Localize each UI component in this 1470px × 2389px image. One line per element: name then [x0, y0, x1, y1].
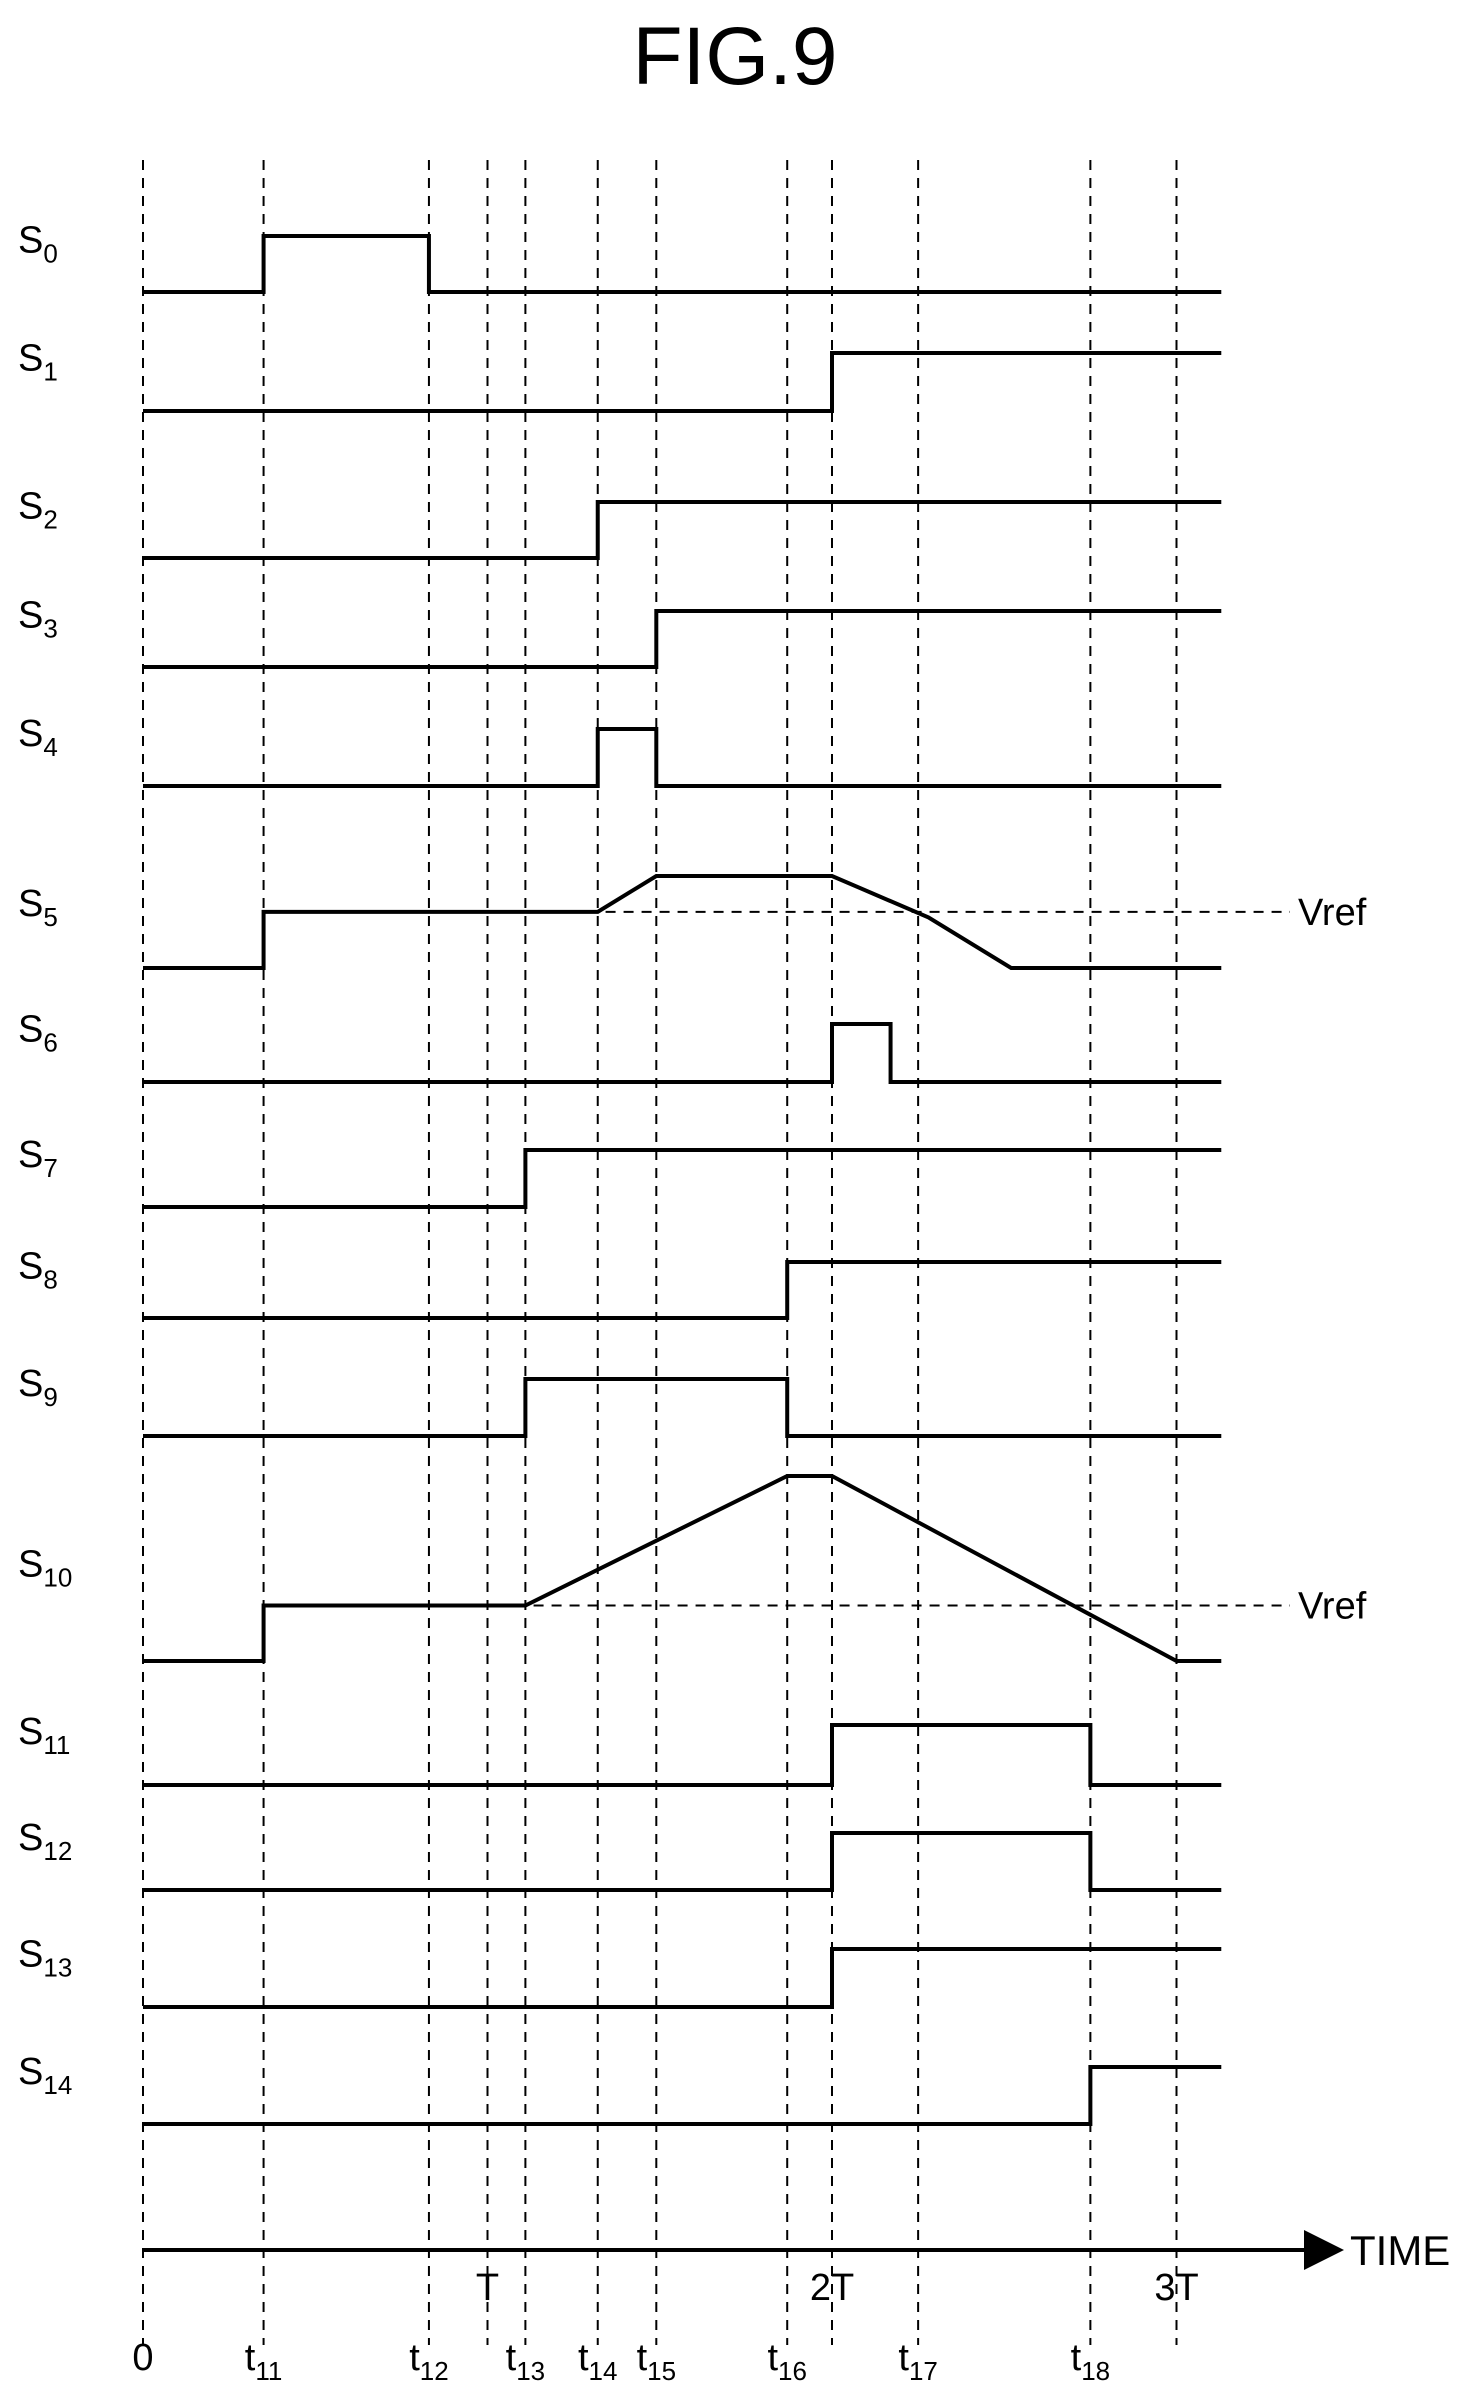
signal-label-s13: S13 [18, 1934, 72, 1983]
vref-label: Vref [1298, 1586, 1367, 1628]
signal-row-s7: S7 [18, 1134, 1222, 1209]
signal-label-s6: S6 [18, 1009, 58, 1058]
signal-label-s8: S8 [18, 1245, 58, 1294]
time-label-t11: t11 [245, 2337, 283, 2386]
signal-row-s13: S13 [18, 1934, 1222, 2009]
waveform-s3 [143, 609, 1222, 669]
signal-row-s4: S4 [18, 713, 1222, 788]
time-label-2T: 2T [810, 2267, 854, 2309]
waveform-s4 [143, 727, 1222, 788]
waveform-s12 [143, 1831, 1222, 1892]
signal-label-s4: S4 [18, 713, 58, 762]
time-label-t15: t15 [637, 2337, 676, 2386]
signal-row-s8: S8 [18, 1245, 1222, 1320]
waveform-s8 [143, 1260, 1222, 1320]
signal-row-s2: S2 [18, 485, 1222, 560]
waveform-s5 [143, 874, 1222, 970]
time-guide-lines [142, 160, 1178, 2345]
signal-row-s3: S3 [18, 594, 1222, 669]
signal-row-s6: S6 [18, 1009, 1222, 1084]
signal-label-s2: S2 [18, 485, 58, 534]
signal-label-s0: S0 [18, 219, 58, 268]
waveform-s0 [143, 234, 1222, 294]
signal-label-s1: S1 [18, 338, 58, 387]
signal-label-s10: S10 [18, 1543, 72, 1592]
figure-title: FIG.9 [632, 11, 838, 102]
waveform-s6 [143, 1022, 1222, 1084]
time-label-t13: t13 [506, 2337, 545, 2386]
signal-label-s11: S11 [18, 1711, 70, 1760]
time-label-T: T [476, 2267, 499, 2309]
waveform-s9 [143, 1377, 1222, 1438]
signal-label-s5: S5 [18, 883, 58, 932]
waveform-s1 [143, 351, 1222, 413]
signal-row-s0: S0 [18, 219, 1222, 294]
signal-row-s14: S14 [18, 2051, 1222, 2126]
time-label-t14: t14 [578, 2337, 617, 2386]
signal-row-s1: S1 [18, 338, 1222, 413]
waveform-s10 [143, 1474, 1222, 1663]
signal-row-s12: S12 [18, 1817, 1222, 1892]
signal-waveforms: S0 S1 S2 S3 S4 S5 Vref S6 S7 S8 S9 S10 Vref S11 S12 S13… [18, 219, 1367, 2126]
signal-label-s7: S7 [18, 1134, 58, 1183]
waveform-s14 [143, 2065, 1222, 2126]
signal-label-s9: S9 [18, 1363, 58, 1412]
signal-label-s12: S12 [18, 1817, 72, 1866]
waveform-s13 [143, 1947, 1222, 2009]
time-label-t18: t18 [1071, 2337, 1110, 2386]
signal-row-s9: S9 [18, 1363, 1222, 1438]
time-axis-label: TIME [1350, 2227, 1450, 2274]
signal-row-s10: S10 Vref [18, 1474, 1367, 1663]
time-label-t16: t16 [767, 2337, 806, 2386]
signal-row-s11: S11 [18, 1711, 1222, 1787]
vref-label: Vref [1298, 892, 1367, 934]
signal-row-s5: S5 Vref [18, 874, 1367, 970]
time-label-3T: 3T [1154, 2267, 1198, 2309]
waveform-s7 [143, 1148, 1222, 1209]
signal-label-s3: S3 [18, 594, 58, 643]
signal-label-s14: S14 [18, 2051, 72, 2100]
time-label-t12: t12 [409, 2337, 448, 2386]
waveform-s2 [143, 500, 1222, 560]
time-label-0: 0 [132, 2337, 153, 2379]
time-label-t17: t17 [898, 2337, 937, 2386]
waveform-s11 [143, 1723, 1222, 1787]
